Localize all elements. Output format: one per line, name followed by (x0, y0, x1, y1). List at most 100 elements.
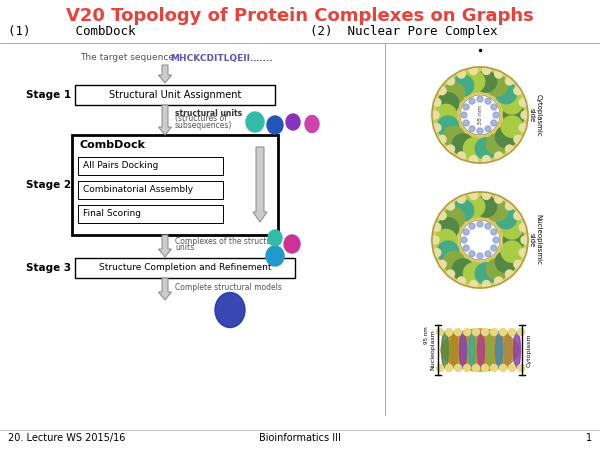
Circle shape (502, 241, 523, 262)
Bar (75, 258, 295, 278)
Text: Combinatorial Assembly: Combinatorial Assembly (83, 185, 193, 194)
Circle shape (521, 111, 529, 119)
Circle shape (493, 237, 499, 243)
Text: 1: 1 (586, 433, 592, 443)
Ellipse shape (451, 332, 458, 368)
Circle shape (446, 270, 455, 278)
Text: Nucleoplasmic
side: Nucleoplasmic side (529, 215, 542, 266)
Circle shape (461, 112, 467, 118)
Circle shape (463, 245, 469, 251)
Circle shape (485, 251, 491, 257)
Circle shape (436, 230, 457, 251)
Circle shape (463, 104, 469, 110)
Circle shape (469, 98, 475, 104)
FancyArrow shape (253, 147, 267, 222)
Text: Bioinformatics III: Bioinformatics III (259, 433, 341, 443)
Ellipse shape (445, 328, 452, 336)
Circle shape (470, 67, 478, 74)
Circle shape (452, 134, 473, 155)
Circle shape (496, 126, 517, 148)
Circle shape (496, 207, 517, 229)
Circle shape (432, 67, 528, 163)
Ellipse shape (442, 332, 449, 368)
Text: subsequences): subsequences) (175, 121, 232, 130)
Circle shape (514, 212, 522, 220)
Circle shape (487, 134, 508, 155)
Ellipse shape (268, 230, 282, 246)
Ellipse shape (514, 332, 521, 368)
Circle shape (514, 87, 522, 94)
Circle shape (470, 191, 478, 199)
Circle shape (463, 229, 469, 235)
Circle shape (514, 135, 522, 144)
Circle shape (433, 98, 441, 106)
Circle shape (519, 249, 527, 256)
Ellipse shape (505, 332, 511, 368)
Circle shape (457, 195, 466, 203)
Ellipse shape (509, 364, 515, 372)
Circle shape (487, 259, 508, 280)
FancyArrow shape (158, 278, 172, 300)
Circle shape (491, 120, 497, 126)
Circle shape (494, 70, 503, 78)
Circle shape (502, 93, 523, 114)
Circle shape (438, 87, 446, 94)
Circle shape (482, 191, 490, 199)
Circle shape (446, 202, 455, 210)
Circle shape (437, 93, 458, 114)
Text: MHCKCDITLQEII.…...: MHCKCDITLQEII.…... (170, 54, 272, 63)
Circle shape (452, 259, 473, 280)
Text: Complete structural models: Complete structural models (175, 284, 282, 292)
Bar (72, 135, 278, 235)
Circle shape (475, 196, 497, 217)
Circle shape (521, 236, 529, 244)
Circle shape (433, 124, 441, 132)
Circle shape (469, 223, 475, 229)
Text: units: units (175, 243, 194, 252)
Circle shape (443, 207, 464, 229)
Circle shape (496, 251, 517, 273)
Text: Stage 2: Stage 2 (26, 180, 71, 190)
Circle shape (485, 223, 491, 229)
Circle shape (494, 195, 503, 203)
Text: (structures of: (structures of (175, 114, 227, 123)
Circle shape (505, 270, 514, 278)
FancyArrow shape (158, 105, 172, 135)
Text: Final Scoring: Final Scoring (83, 210, 141, 219)
Circle shape (477, 221, 483, 227)
Text: CombDock: CombDock (80, 140, 146, 150)
Circle shape (475, 263, 497, 284)
Ellipse shape (469, 332, 476, 368)
Circle shape (482, 67, 490, 74)
Circle shape (437, 218, 458, 239)
Circle shape (433, 223, 441, 231)
Circle shape (519, 223, 527, 231)
Text: Structure Completion and Refinement: Structure Completion and Refinement (99, 264, 271, 273)
Ellipse shape (246, 112, 264, 132)
Text: The target sequence: The target sequence (80, 54, 174, 63)
Circle shape (469, 126, 475, 132)
Text: 20. Lecture WS 2015/16: 20. Lecture WS 2015/16 (8, 433, 125, 443)
Text: 38 nm: 38 nm (478, 105, 482, 125)
Circle shape (502, 218, 523, 239)
Circle shape (436, 104, 457, 126)
Circle shape (463, 263, 485, 284)
Circle shape (496, 82, 517, 104)
Ellipse shape (455, 364, 461, 372)
Circle shape (503, 104, 524, 126)
Ellipse shape (499, 328, 506, 336)
Circle shape (446, 77, 455, 85)
Ellipse shape (437, 328, 443, 336)
Ellipse shape (460, 332, 467, 368)
Circle shape (502, 116, 523, 137)
Ellipse shape (478, 332, 485, 368)
Circle shape (460, 95, 500, 135)
Circle shape (493, 112, 499, 118)
Ellipse shape (509, 328, 515, 336)
Text: Structural Unit Assignment: Structural Unit Assignment (109, 90, 241, 100)
Circle shape (452, 75, 473, 96)
Circle shape (438, 212, 446, 220)
Circle shape (431, 236, 439, 244)
Circle shape (505, 202, 514, 210)
Ellipse shape (517, 364, 524, 372)
